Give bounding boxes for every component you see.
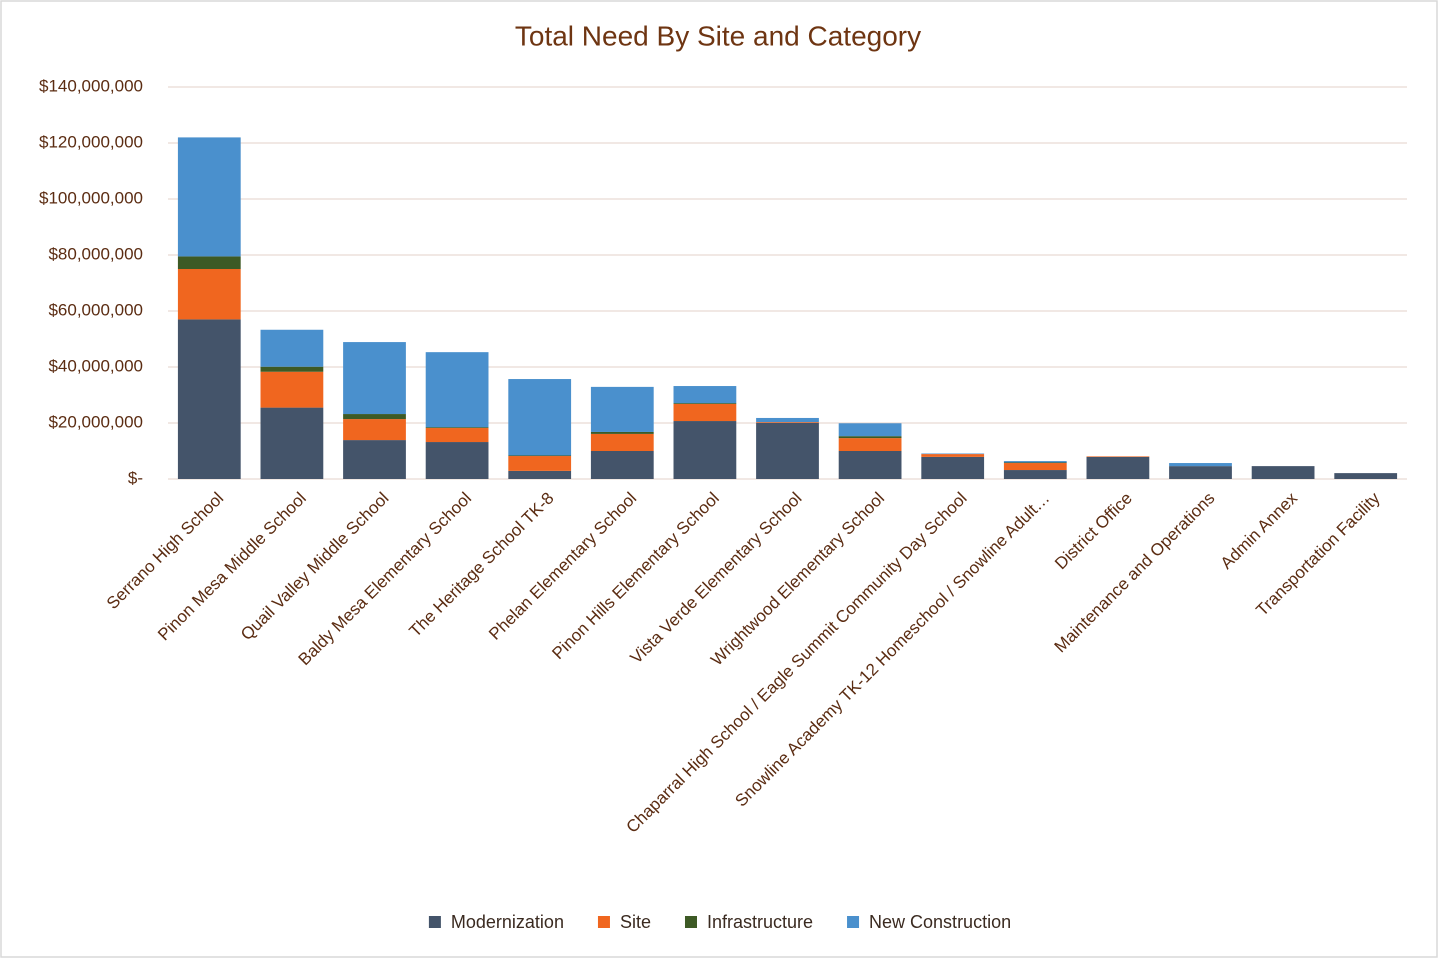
- bar-segment: [177, 137, 241, 257]
- bar-segment: [590, 451, 654, 479]
- bar-segment: [260, 329, 324, 367]
- bar-segment: [838, 436, 902, 439]
- bar-segment: [590, 431, 654, 434]
- bar-segment: [177, 269, 241, 320]
- bar-segment: [1334, 473, 1398, 479]
- y-tick-label: $120,000,000: [39, 132, 143, 151]
- y-tick-label: $140,000,000: [39, 76, 143, 95]
- legend-swatch: [684, 916, 697, 928]
- y-tick-label: $60,000,000: [48, 300, 143, 319]
- chart-title: Total Need By Site and Category: [515, 20, 921, 51]
- bar-segment: [1003, 470, 1067, 479]
- bar-segment: [343, 419, 406, 441]
- y-tick-label: $20,000,000: [48, 412, 143, 431]
- y-tick-label: $40,000,000: [48, 356, 143, 375]
- y-tick-label: $-: [128, 468, 143, 487]
- bar-segment: [260, 366, 324, 372]
- bar-segment: [425, 428, 489, 443]
- bar-segment: [260, 407, 324, 479]
- bar-segment: [921, 454, 985, 457]
- legend-label: Infrastructure: [707, 912, 813, 932]
- bar-segment: [260, 371, 324, 408]
- bar-segment: [590, 386, 654, 432]
- legend-swatch: [597, 916, 610, 928]
- bar-segment: [673, 403, 737, 404]
- bar-segment: [1251, 466, 1315, 479]
- bar-segment: [1086, 456, 1150, 479]
- bar-segment: [673, 421, 737, 479]
- bar-segment: [1169, 463, 1232, 467]
- bar-segment: [343, 440, 406, 479]
- bar-segment: [590, 433, 654, 451]
- bar-segment: [343, 414, 406, 420]
- legend-label: New Construction: [869, 912, 1011, 932]
- y-tick-label: $100,000,000: [39, 188, 143, 207]
- bar-segment: [177, 319, 241, 479]
- bar-segment: [508, 455, 572, 457]
- bar-segment: [425, 427, 489, 429]
- bar-segment: [1003, 463, 1067, 471]
- bar-segment: [343, 342, 406, 415]
- bar-segment: [921, 453, 985, 455]
- bar-segment: [425, 442, 489, 479]
- bar-segment: [838, 438, 902, 451]
- bar-segment: [425, 352, 489, 428]
- bar-segment: [1003, 462, 1067, 464]
- bar-segment: [508, 470, 572, 479]
- bar-segment: [673, 386, 737, 404]
- bar-segment: [673, 403, 737, 422]
- bar-segment: [756, 423, 819, 479]
- bar-segment: [921, 456, 985, 479]
- legend-swatch: [428, 916, 441, 928]
- bar-segment: [177, 256, 241, 269]
- bar-segment: [756, 417, 819, 423]
- legend-swatch: [847, 916, 860, 928]
- bar-segment: [838, 451, 902, 479]
- bar-segment: [1169, 466, 1232, 479]
- bar-segment: [756, 422, 819, 423]
- bar-segment: [508, 379, 572, 456]
- bar-segment: [508, 456, 572, 471]
- bar-segment: [1003, 461, 1067, 463]
- y-tick-label: $80,000,000: [48, 244, 143, 263]
- legend-label: Site: [620, 912, 651, 932]
- bar-segment: [1086, 456, 1150, 457]
- bar-segment: [838, 423, 902, 437]
- legend-label: Modernization: [451, 912, 564, 932]
